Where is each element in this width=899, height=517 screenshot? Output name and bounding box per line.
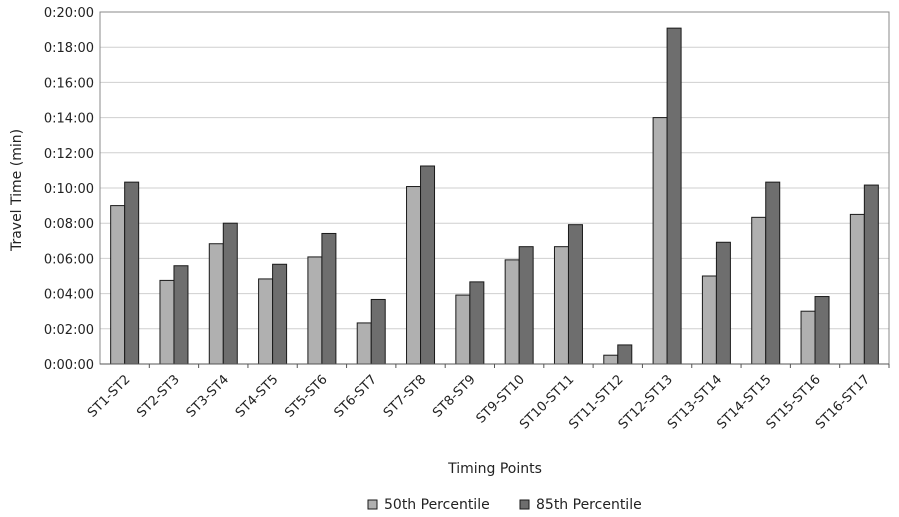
legend-swatch bbox=[367, 499, 378, 510]
bar-p50 bbox=[553, 246, 569, 365]
bar-p85 bbox=[272, 263, 288, 365]
legend-label: 85th Percentile bbox=[536, 497, 642, 513]
x-tick-labels: ST1-ST2 ST2-ST3 ST3-ST4 ST4-ST5 ST5-ST6 ST6-S… bbox=[85, 372, 873, 432]
bar-p50 bbox=[307, 256, 323, 365]
bar-p85 bbox=[124, 181, 140, 365]
bar-p50 bbox=[356, 322, 372, 365]
y-tick-label: 0:04:00 bbox=[44, 288, 94, 303]
x-tick-label: ST8-ST9 bbox=[430, 372, 479, 421]
bar-p85 bbox=[617, 344, 633, 365]
bar-p50 bbox=[159, 279, 175, 365]
bar-p85 bbox=[814, 296, 830, 365]
bar-p85 bbox=[863, 184, 879, 365]
bar-p85 bbox=[420, 165, 436, 365]
bar-p50 bbox=[110, 205, 126, 365]
y-tick-label: 0:10:00 bbox=[44, 182, 94, 197]
legend: 50th Percentile 85th Percentile bbox=[367, 497, 642, 513]
x-tick-label: ST4-ST5 bbox=[233, 372, 282, 421]
bar-p85 bbox=[222, 222, 238, 365]
x-tick-label: ST6-ST7 bbox=[332, 372, 381, 421]
y-tick-label: 0:08:00 bbox=[44, 217, 94, 232]
bar-p85 bbox=[765, 181, 781, 365]
legend-label: 50th Percentile bbox=[384, 497, 490, 513]
bar-p50 bbox=[258, 278, 274, 365]
bar-p50 bbox=[406, 186, 422, 365]
bar-p50 bbox=[751, 216, 767, 365]
bar-p85 bbox=[173, 265, 189, 365]
y-tick-label: 0:20:00 bbox=[44, 6, 94, 21]
x-tick-label: ST7-ST8 bbox=[381, 372, 430, 421]
x-tick-label: ST1-ST2 bbox=[85, 372, 134, 421]
bar-p85 bbox=[567, 224, 583, 365]
bars bbox=[110, 27, 879, 365]
x-tick-label: ST5-ST6 bbox=[282, 372, 331, 421]
bar-p50 bbox=[652, 117, 668, 365]
x-axis-title: Timing Points bbox=[447, 461, 542, 477]
bar-p50 bbox=[208, 243, 224, 365]
y-tick-label: 0:12:00 bbox=[44, 147, 94, 162]
bar-p50 bbox=[603, 354, 619, 365]
bar-p85 bbox=[715, 241, 731, 365]
bar-p85 bbox=[469, 281, 485, 365]
x-tick-label: ST2-ST3 bbox=[134, 372, 183, 421]
y-tick-label: 0:16:00 bbox=[44, 76, 94, 91]
y-tick-label: 0:18:00 bbox=[44, 41, 94, 56]
y-tick-label: 0:00:00 bbox=[44, 358, 94, 373]
y-tick-labels: 0:00:00 0:02:00 0:04:00 0:06:00 0:08:00 0:10:… bbox=[44, 6, 94, 373]
y-axis-title: Travel Time (min) bbox=[9, 129, 25, 252]
bar-p85 bbox=[370, 298, 386, 365]
y-tick-label: 0:14:00 bbox=[44, 112, 94, 127]
bar-p50 bbox=[849, 213, 865, 365]
bar-p50 bbox=[701, 275, 717, 365]
axes bbox=[99, 11, 890, 368]
bar-p85 bbox=[518, 246, 534, 365]
y-tick-label: 0:06:00 bbox=[44, 252, 94, 267]
bar-p85 bbox=[321, 232, 337, 365]
bar-p50 bbox=[800, 310, 816, 365]
y-tick-label: 0:02:00 bbox=[44, 323, 94, 338]
legend-swatch bbox=[519, 499, 530, 510]
bar-p50 bbox=[455, 294, 471, 365]
bar-p85 bbox=[666, 27, 682, 365]
bar-p50 bbox=[504, 259, 520, 365]
x-tick-label: ST3-ST4 bbox=[184, 372, 233, 421]
